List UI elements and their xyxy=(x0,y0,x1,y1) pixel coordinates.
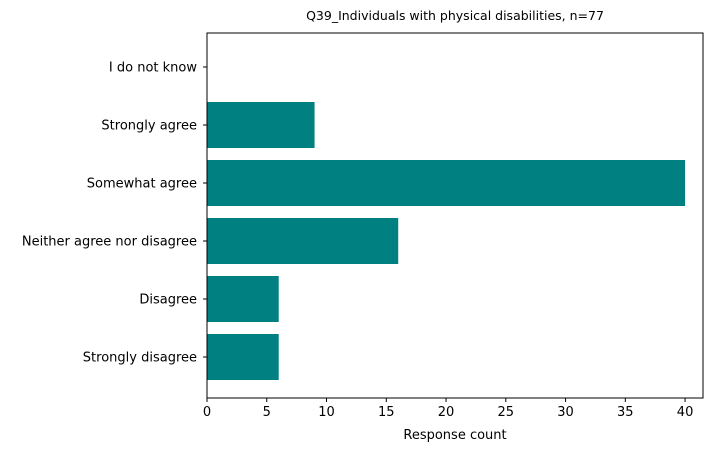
bar xyxy=(207,334,279,380)
y-tick-label: Disagree xyxy=(139,293,197,308)
y-tick-label: Strongly agree xyxy=(101,119,197,134)
chart-title: Q39_Individuals with physical disabiliti… xyxy=(306,8,604,23)
y-axis-ticks: Strongly disagree Disagree Neither agree n… xyxy=(22,61,207,366)
x-axis-ticks: 0 5 10 15 20 25 30 35 40 xyxy=(203,398,693,420)
x-axis-label: Response count xyxy=(403,428,506,443)
bar xyxy=(207,160,686,206)
x-tick-label: 40 xyxy=(677,405,694,420)
y-tick-label: Strongly disagree xyxy=(83,351,197,366)
y-tick-label: Somewhat agree xyxy=(87,177,197,192)
x-tick-label: 15 xyxy=(378,405,395,420)
x-tick-label: 20 xyxy=(438,405,455,420)
plot-frame xyxy=(206,32,704,399)
x-tick-label: 30 xyxy=(557,405,574,420)
x-tick-label: 0 xyxy=(203,405,211,420)
y-tick-label: I do not know xyxy=(109,61,197,76)
y-tick-label: Neither agree nor disagree xyxy=(22,235,197,250)
x-tick-label: 25 xyxy=(498,405,515,420)
bar xyxy=(207,218,399,264)
bar xyxy=(207,102,315,148)
bar xyxy=(207,276,279,322)
x-tick-label: 10 xyxy=(318,405,335,420)
x-tick-label: 5 xyxy=(263,405,271,420)
x-tick-label: 35 xyxy=(617,405,634,420)
bars-group xyxy=(207,102,686,380)
